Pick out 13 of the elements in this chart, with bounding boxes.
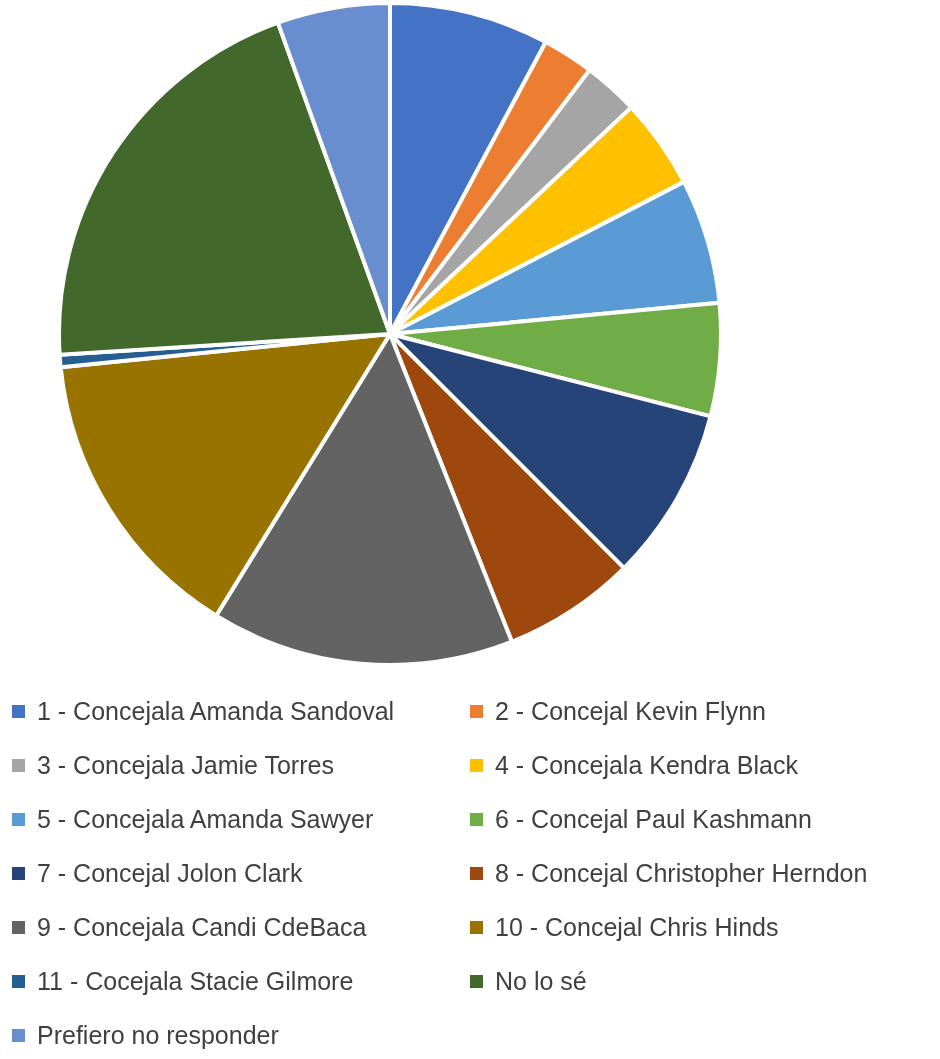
legend-label: 7 - Concejal Jolon Clark: [37, 858, 303, 888]
legend-label: 3 - Concejala Jamie Torres: [37, 750, 334, 780]
legend-label: 11 - Cocejala Stacie Gilmore: [37, 966, 354, 996]
legend-label: Prefiero no responder: [37, 1020, 279, 1050]
legend-label: 5 - Concejala Amanda Sawyer: [37, 804, 374, 834]
legend-label: 10 - Concejal Chris Hinds: [495, 912, 779, 942]
legend-label: 6 - Concejal Paul Kashmann: [495, 804, 812, 834]
legend-label: 1 - Concejala Amanda Sandoval: [37, 696, 395, 726]
legend-label: 9 - Concejala Candi CdeBaca: [37, 912, 367, 942]
legend-label: 2 - Concejal Kevin Flynn: [495, 696, 766, 726]
legend-label: 8 - Concejal Christopher Herndon: [495, 858, 868, 888]
legend-label: No lo sé: [495, 966, 587, 996]
legend-label: 4 - Concejala Kendra Black: [495, 750, 798, 780]
